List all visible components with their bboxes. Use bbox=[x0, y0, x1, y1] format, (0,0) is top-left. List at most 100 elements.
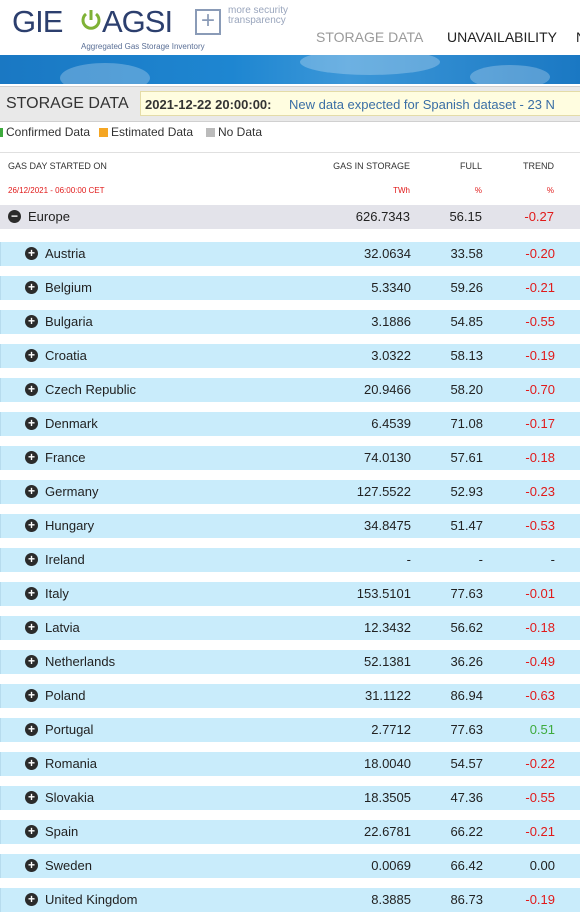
row-trend: -0.55 bbox=[525, 790, 555, 805]
agsi-logo[interactable]: GIE AGSI + more security transparency Ag… bbox=[12, 4, 302, 52]
row-name: Netherlands bbox=[45, 654, 116, 669]
expand-icon[interactable]: + bbox=[25, 315, 38, 328]
row-gas-in-storage: 3.1886 bbox=[371, 314, 411, 329]
table-header: GAS DAY STARTED ON GAS IN STORAGE FULL T… bbox=[0, 152, 580, 206]
expand-icon[interactable]: + bbox=[25, 281, 38, 294]
legend-no-data: No Data bbox=[206, 125, 262, 139]
nav-storage-data[interactable]: STORAGE DATA bbox=[316, 29, 424, 45]
table-row[interactable]: + Bulgaria 3.1886 54.85 -0.55 bbox=[0, 310, 580, 334]
table-row[interactable]: + Belgium 5.3340 59.26 -0.21 bbox=[0, 276, 580, 300]
expand-icon[interactable]: + bbox=[25, 383, 38, 396]
row-gas-in-storage: 0.0069 bbox=[371, 858, 411, 873]
row-gas-in-storage: 34.8475 bbox=[364, 518, 411, 533]
table-row[interactable]: + Italy 153.5101 77.63 -0.01 bbox=[0, 582, 580, 606]
table-row[interactable]: + Netherlands 52.1381 36.26 -0.49 bbox=[0, 650, 580, 674]
row-trend: -0.55 bbox=[525, 314, 555, 329]
expand-icon[interactable]: + bbox=[25, 621, 38, 634]
expand-icon[interactable]: + bbox=[25, 247, 38, 260]
logo-subtitle: Aggregated Gas Storage Inventory bbox=[81, 42, 205, 51]
row-full: 58.13 bbox=[450, 348, 483, 363]
nav-item-truncated[interactable]: N bbox=[576, 29, 580, 45]
unit-full-percent: % bbox=[474, 186, 482, 195]
col-full[interactable]: FULL bbox=[459, 161, 482, 171]
row-trend: -0.19 bbox=[525, 892, 555, 907]
expand-icon[interactable]: + bbox=[25, 451, 38, 464]
row-gas-in-storage: 52.1381 bbox=[364, 654, 411, 669]
news-ticker[interactable]: 2021-12-22 20:00:00: New data expected f… bbox=[140, 91, 580, 116]
row-gas-in-storage: - bbox=[406, 552, 411, 567]
table-row[interactable]: + Hungary 34.8475 51.47 -0.53 bbox=[0, 514, 580, 538]
expand-icon[interactable]: + bbox=[25, 519, 38, 532]
table-row[interactable]: + Romania 18.0040 54.57 -0.22 bbox=[0, 752, 580, 776]
table-row[interactable]: + Poland 31.1122 86.94 -0.63 bbox=[0, 684, 580, 708]
col-gas-in-storage[interactable]: GAS IN STORAGE bbox=[333, 161, 410, 171]
europe-row[interactable]: − Europe 626.7343 56.15 -0.27 bbox=[0, 205, 580, 229]
row-trend: -0.20 bbox=[525, 246, 555, 261]
row-name: United Kingdom bbox=[45, 892, 138, 907]
row-trend: 0.00 bbox=[529, 858, 555, 873]
col-trend[interactable]: TREND bbox=[523, 161, 554, 171]
table-row[interactable]: + Czech Republic 20.9466 58.20 -0.70 bbox=[0, 378, 580, 402]
row-gas-in-storage: 18.0040 bbox=[364, 756, 411, 771]
row-trend: - bbox=[550, 552, 555, 567]
page-title: STORAGE DATA bbox=[6, 95, 129, 112]
table-row[interactable]: + Denmark 6.4539 71.08 -0.17 bbox=[0, 412, 580, 436]
row-full: 86.94 bbox=[450, 688, 483, 703]
table-row[interactable]: + Portugal 2.7712 77.63 0.51 bbox=[0, 718, 580, 742]
row-name: Spain bbox=[45, 824, 79, 839]
expand-icon[interactable]: + bbox=[25, 825, 38, 838]
expand-icon[interactable]: + bbox=[25, 859, 38, 872]
row-full: 57.61 bbox=[450, 450, 483, 465]
row-full: 77.63 bbox=[450, 722, 483, 737]
expand-icon[interactable]: + bbox=[25, 723, 38, 736]
table-row[interactable]: + United Kingdom 8.3885 86.73 -0.19 bbox=[0, 888, 580, 912]
row-name: France bbox=[45, 450, 86, 465]
row-full: 59.26 bbox=[450, 280, 483, 295]
expand-icon[interactable]: + bbox=[25, 417, 38, 430]
row-trend: -0.27 bbox=[524, 209, 554, 224]
nav-unavailability[interactable]: UNAVAILABILITY bbox=[447, 29, 557, 45]
row-full: 36.26 bbox=[450, 654, 483, 669]
table-row[interactable]: + Germany 127.5522 52.93 -0.23 bbox=[0, 480, 580, 504]
row-trend: 0.51 bbox=[529, 722, 555, 737]
row-trend: -0.21 bbox=[525, 824, 555, 839]
expand-icon[interactable]: + bbox=[25, 791, 38, 804]
table-row[interactable]: + France 74.0130 57.61 -0.18 bbox=[0, 446, 580, 470]
row-gas-in-storage: 2.7712 bbox=[371, 722, 411, 737]
expand-icon[interactable]: + bbox=[25, 689, 38, 702]
logo-plus-icon: + bbox=[195, 9, 221, 35]
row-trend: -0.18 bbox=[525, 620, 555, 635]
row-name: Sweden bbox=[45, 858, 92, 873]
expand-icon[interactable]: + bbox=[25, 485, 38, 498]
row-trend: -0.17 bbox=[525, 416, 555, 431]
expand-icon[interactable]: + bbox=[25, 553, 38, 566]
row-name: Poland bbox=[45, 688, 86, 703]
table-row[interactable]: + Austria 32.0634 33.58 -0.20 bbox=[0, 242, 580, 266]
table-row[interactable]: + Sweden 0.0069 66.42 0.00 bbox=[0, 854, 580, 878]
table-row[interactable]: + Spain 22.6781 66.22 -0.21 bbox=[0, 820, 580, 844]
expand-icon[interactable]: + bbox=[25, 757, 38, 770]
expand-icon[interactable]: + bbox=[25, 655, 38, 668]
legend-estimated: Estimated Data bbox=[99, 125, 193, 139]
table-row[interactable]: + Slovakia 18.3505 47.36 -0.55 bbox=[0, 786, 580, 810]
expand-icon[interactable]: + bbox=[25, 893, 38, 906]
table-row[interactable]: + Croatia 3.0322 58.13 -0.19 bbox=[0, 344, 580, 368]
row-trend: -0.21 bbox=[525, 280, 555, 295]
expand-icon[interactable]: + bbox=[25, 349, 38, 362]
row-full: 71.08 bbox=[450, 416, 483, 431]
row-full: - bbox=[478, 552, 483, 567]
col-gas-day[interactable]: GAS DAY STARTED ON bbox=[8, 161, 107, 171]
row-full: 77.63 bbox=[450, 586, 483, 601]
row-name: Austria bbox=[45, 246, 86, 261]
row-name: Belgium bbox=[45, 280, 92, 295]
collapse-icon[interactable]: − bbox=[8, 210, 21, 223]
row-trend: -0.70 bbox=[525, 382, 555, 397]
table-row[interactable]: + Latvia 12.3432 56.62 -0.18 bbox=[0, 616, 580, 640]
row-trend: -0.18 bbox=[525, 450, 555, 465]
row-gas-in-storage: 6.4539 bbox=[371, 416, 411, 431]
row-gas-in-storage: 74.0130 bbox=[364, 450, 411, 465]
table-row[interactable]: + Ireland - - - bbox=[0, 548, 580, 572]
row-name: Czech Republic bbox=[45, 382, 137, 397]
expand-icon[interactable]: + bbox=[25, 587, 38, 600]
logo-tagline: more security transparency bbox=[228, 5, 289, 26]
